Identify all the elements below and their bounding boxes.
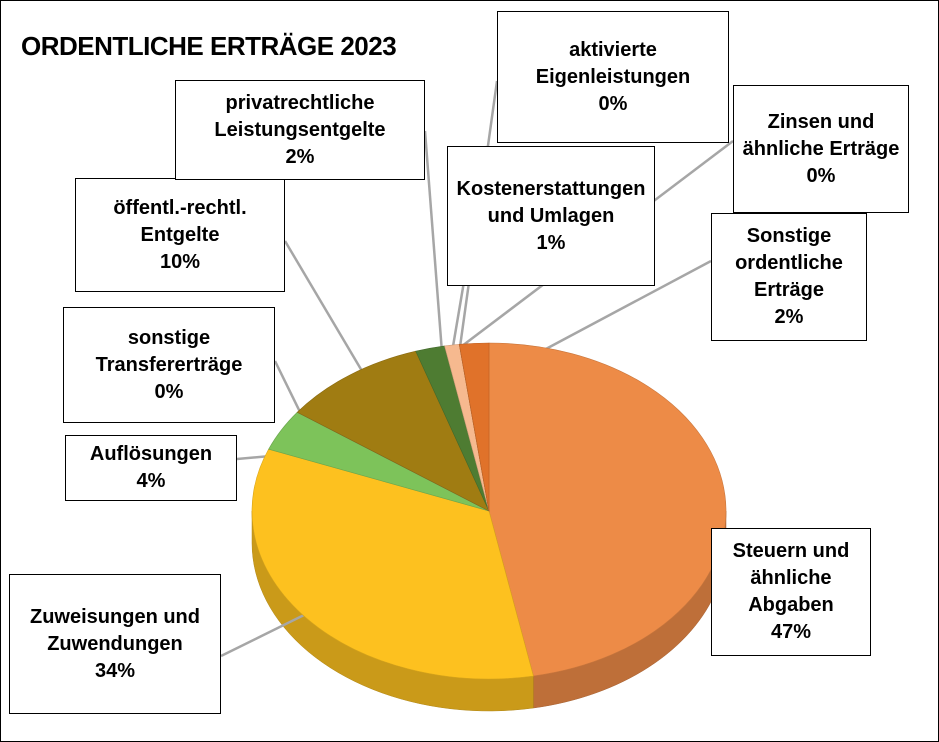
label-name: Steuern und ähnliche Abgaben <box>732 540 850 616</box>
label-name: privatrechtliche Leistungsentgelte <box>214 91 386 141</box>
data-label: öffentl.-rechtl. Entgelte 10% <box>75 178 285 292</box>
data-label: aktivierte Eigenleistungen 0% <box>497 11 729 143</box>
label-value: 10% <box>159 250 201 273</box>
label-value: 4% <box>136 470 166 492</box>
pie-slice <box>251 448 534 680</box>
label-value: 2% <box>285 145 315 168</box>
label-name: Zuweisungen und Zuwendungen <box>30 605 200 655</box>
label-value: 0% <box>806 164 836 187</box>
label-name: sonstige Transfererträge <box>95 326 243 376</box>
leader-line <box>423 130 447 390</box>
label-value: 0% <box>598 92 628 115</box>
label-value: 0% <box>154 380 184 403</box>
pie-slices <box>251 342 727 680</box>
data-label: Zinsen und ähnliche Erträge 0% <box>733 85 909 213</box>
data-label: Steuern und ähnliche Abgaben 47% <box>711 528 871 656</box>
label-value: 34% <box>94 659 136 682</box>
label-name: öffentl.-rechtl. Entgelte <box>113 196 247 246</box>
pie-slice <box>296 350 490 512</box>
pie-slice <box>458 342 490 512</box>
data-label: privatrechtliche Leistungsentgelte 2% <box>175 80 425 180</box>
label-name: Sonstige ordentliche Erträge <box>735 225 843 301</box>
label-name: Zinsen und ähnliche Erträge <box>742 110 900 160</box>
label-value: 47% <box>770 621 812 643</box>
label-value: 2% <box>774 306 804 328</box>
leader-line <box>273 360 303 415</box>
pie-slice <box>488 342 727 677</box>
label-name: Auflösungen <box>89 443 213 465</box>
data-label: Kostenerstattungen und Umlagen 1% <box>447 146 655 286</box>
label-value: 1% <box>536 231 566 254</box>
data-label: Sonstige ordentliche Erträge 2% <box>711 213 867 341</box>
label-name: aktivierte Eigenleistungen <box>535 38 691 88</box>
data-label: Auflösungen 4% <box>65 435 237 501</box>
label-name: Kostenerstattungen und Umlagen <box>456 177 646 227</box>
data-label: sonstige Transfererträge 0% <box>63 307 275 423</box>
data-label: Zuweisungen und Zuwendungen 34% <box>9 574 221 714</box>
chart-title: ORDENTLICHE ERTRÄGE 2023 <box>21 31 397 61</box>
